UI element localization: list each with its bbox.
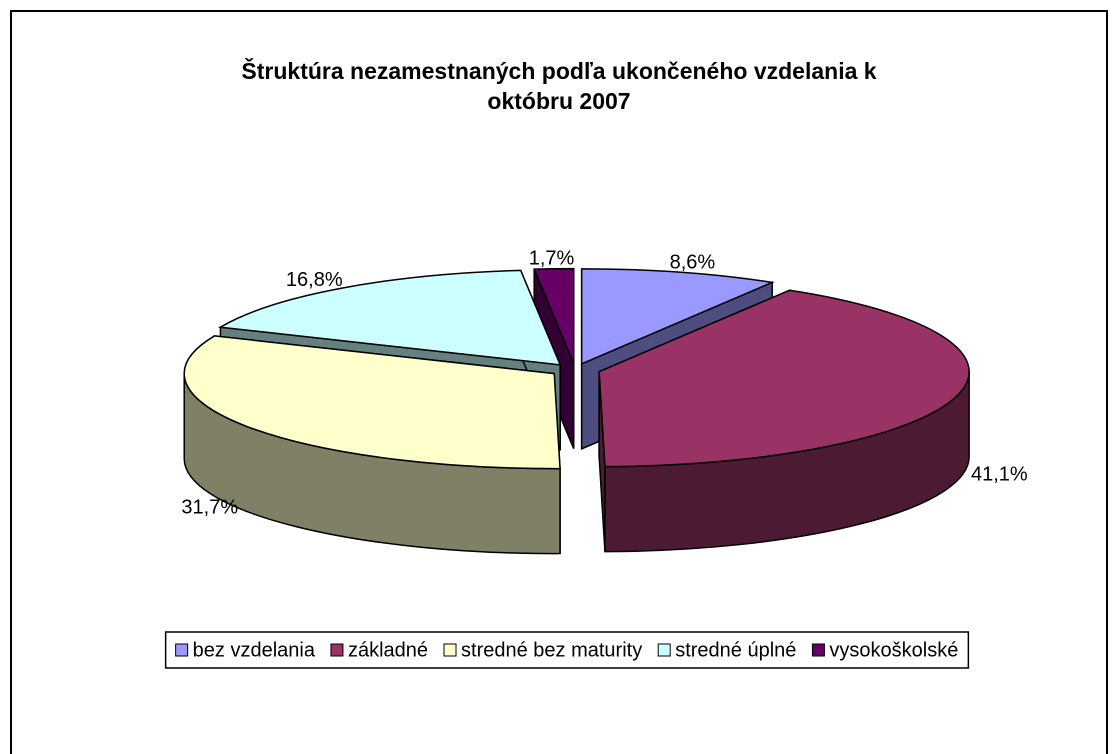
data-label: 1,7% [529, 248, 575, 270]
chart-title: Štruktúra nezamestnaných podľa ukončenéh… [241, 58, 877, 114]
legend-swatch [330, 643, 344, 657]
legend-label: bez vzdelania [193, 639, 316, 661]
data-label: 31,7% [181, 496, 238, 518]
chart-border [10, 10, 1108, 754]
legend-label: základné [348, 639, 428, 661]
slice [218, 269, 562, 366]
legend-swatch [175, 643, 189, 657]
data-label: 8,6% [670, 251, 716, 273]
slice [580, 268, 775, 365]
legend-box [164, 631, 970, 669]
legend-label: vysokoškolské [829, 639, 958, 661]
data-label: 41,1% [971, 464, 1028, 486]
slice [183, 335, 561, 470]
legend-swatch [811, 643, 825, 657]
legend-label: stredné úplné [675, 639, 796, 661]
legend-swatch [657, 643, 671, 657]
legend-label: stredné bez maturity [461, 639, 642, 661]
slice [598, 289, 970, 468]
slice [533, 267, 575, 364]
data-label: 16,8% [286, 269, 343, 291]
legend-swatch [443, 643, 457, 657]
